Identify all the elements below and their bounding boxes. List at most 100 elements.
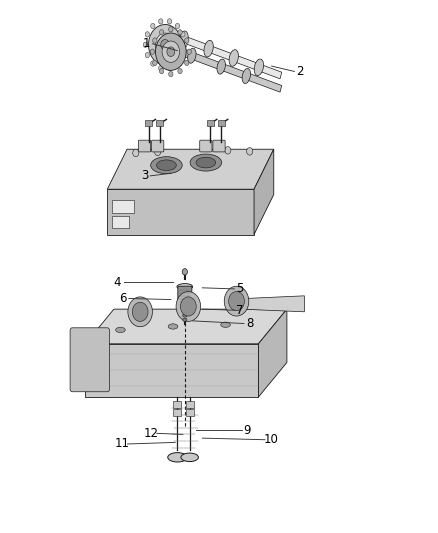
Circle shape — [184, 38, 189, 43]
Circle shape — [169, 71, 173, 77]
Circle shape — [178, 68, 182, 74]
Polygon shape — [161, 28, 282, 79]
Circle shape — [187, 49, 191, 54]
Circle shape — [150, 49, 155, 54]
Text: 6: 6 — [119, 292, 127, 305]
Circle shape — [155, 148, 161, 156]
Circle shape — [145, 53, 149, 58]
Circle shape — [178, 30, 182, 35]
Polygon shape — [85, 344, 258, 397]
Circle shape — [153, 38, 157, 43]
Circle shape — [155, 33, 186, 70]
FancyBboxPatch shape — [213, 140, 225, 152]
Ellipse shape — [157, 160, 176, 171]
Polygon shape — [258, 309, 287, 397]
Circle shape — [175, 61, 180, 66]
Ellipse shape — [116, 327, 125, 333]
Circle shape — [167, 66, 172, 71]
Circle shape — [176, 292, 201, 321]
Circle shape — [143, 42, 148, 47]
Circle shape — [180, 297, 196, 316]
Ellipse shape — [168, 324, 178, 329]
FancyBboxPatch shape — [152, 140, 164, 152]
Bar — [186, 401, 194, 408]
Circle shape — [151, 23, 155, 29]
Text: 3: 3 — [141, 169, 148, 182]
Bar — [173, 409, 181, 416]
Circle shape — [161, 39, 170, 50]
Circle shape — [159, 68, 164, 74]
Ellipse shape — [254, 59, 264, 76]
Ellipse shape — [229, 50, 238, 66]
Bar — [173, 401, 181, 408]
Text: 9: 9 — [244, 424, 251, 437]
Ellipse shape — [151, 157, 182, 174]
Text: 12: 12 — [144, 427, 159, 440]
Circle shape — [175, 23, 180, 29]
Polygon shape — [107, 189, 254, 235]
Circle shape — [159, 66, 163, 71]
Circle shape — [151, 61, 155, 66]
Circle shape — [182, 269, 187, 275]
Ellipse shape — [179, 31, 188, 47]
FancyBboxPatch shape — [178, 286, 192, 309]
Ellipse shape — [178, 307, 192, 312]
Text: 11: 11 — [114, 438, 129, 450]
Circle shape — [148, 25, 182, 65]
Text: 7: 7 — [236, 304, 244, 317]
Circle shape — [167, 47, 175, 56]
Text: 10: 10 — [263, 433, 278, 446]
Circle shape — [181, 31, 185, 37]
Circle shape — [247, 148, 253, 155]
Circle shape — [184, 60, 189, 66]
Circle shape — [229, 292, 244, 311]
Polygon shape — [107, 149, 274, 189]
Bar — [156, 120, 163, 126]
Bar — [112, 216, 129, 228]
Circle shape — [162, 41, 180, 62]
Circle shape — [183, 42, 187, 47]
Ellipse shape — [183, 318, 187, 321]
Circle shape — [159, 30, 164, 35]
Ellipse shape — [196, 157, 215, 168]
Circle shape — [167, 19, 172, 24]
Bar — [207, 120, 214, 126]
Ellipse shape — [221, 322, 230, 327]
Bar — [186, 409, 194, 416]
Ellipse shape — [183, 314, 187, 317]
Ellipse shape — [177, 284, 193, 290]
Circle shape — [155, 33, 175, 56]
Ellipse shape — [242, 68, 251, 84]
FancyBboxPatch shape — [138, 140, 151, 152]
Circle shape — [145, 31, 149, 37]
Text: 2: 2 — [296, 65, 304, 78]
Ellipse shape — [190, 154, 222, 171]
Circle shape — [159, 19, 163, 24]
Ellipse shape — [217, 59, 226, 74]
FancyBboxPatch shape — [70, 328, 110, 392]
Bar — [145, 120, 152, 126]
Circle shape — [224, 286, 249, 316]
Circle shape — [183, 307, 187, 312]
Circle shape — [181, 53, 185, 58]
Circle shape — [132, 302, 148, 321]
Bar — [218, 120, 225, 126]
Ellipse shape — [181, 453, 198, 462]
Circle shape — [133, 149, 139, 157]
Text: 8: 8 — [246, 317, 253, 330]
FancyBboxPatch shape — [200, 140, 212, 152]
Ellipse shape — [204, 41, 213, 57]
Text: 1: 1 — [143, 37, 151, 50]
Polygon shape — [241, 296, 304, 312]
Bar — [112, 200, 134, 213]
Circle shape — [128, 297, 152, 327]
Ellipse shape — [168, 453, 187, 462]
Polygon shape — [85, 309, 287, 344]
Text: 5: 5 — [237, 282, 244, 295]
Circle shape — [169, 27, 173, 32]
Circle shape — [225, 147, 231, 154]
Polygon shape — [161, 41, 282, 92]
Polygon shape — [254, 149, 274, 235]
Circle shape — [153, 60, 157, 66]
Text: 4: 4 — [113, 276, 121, 289]
